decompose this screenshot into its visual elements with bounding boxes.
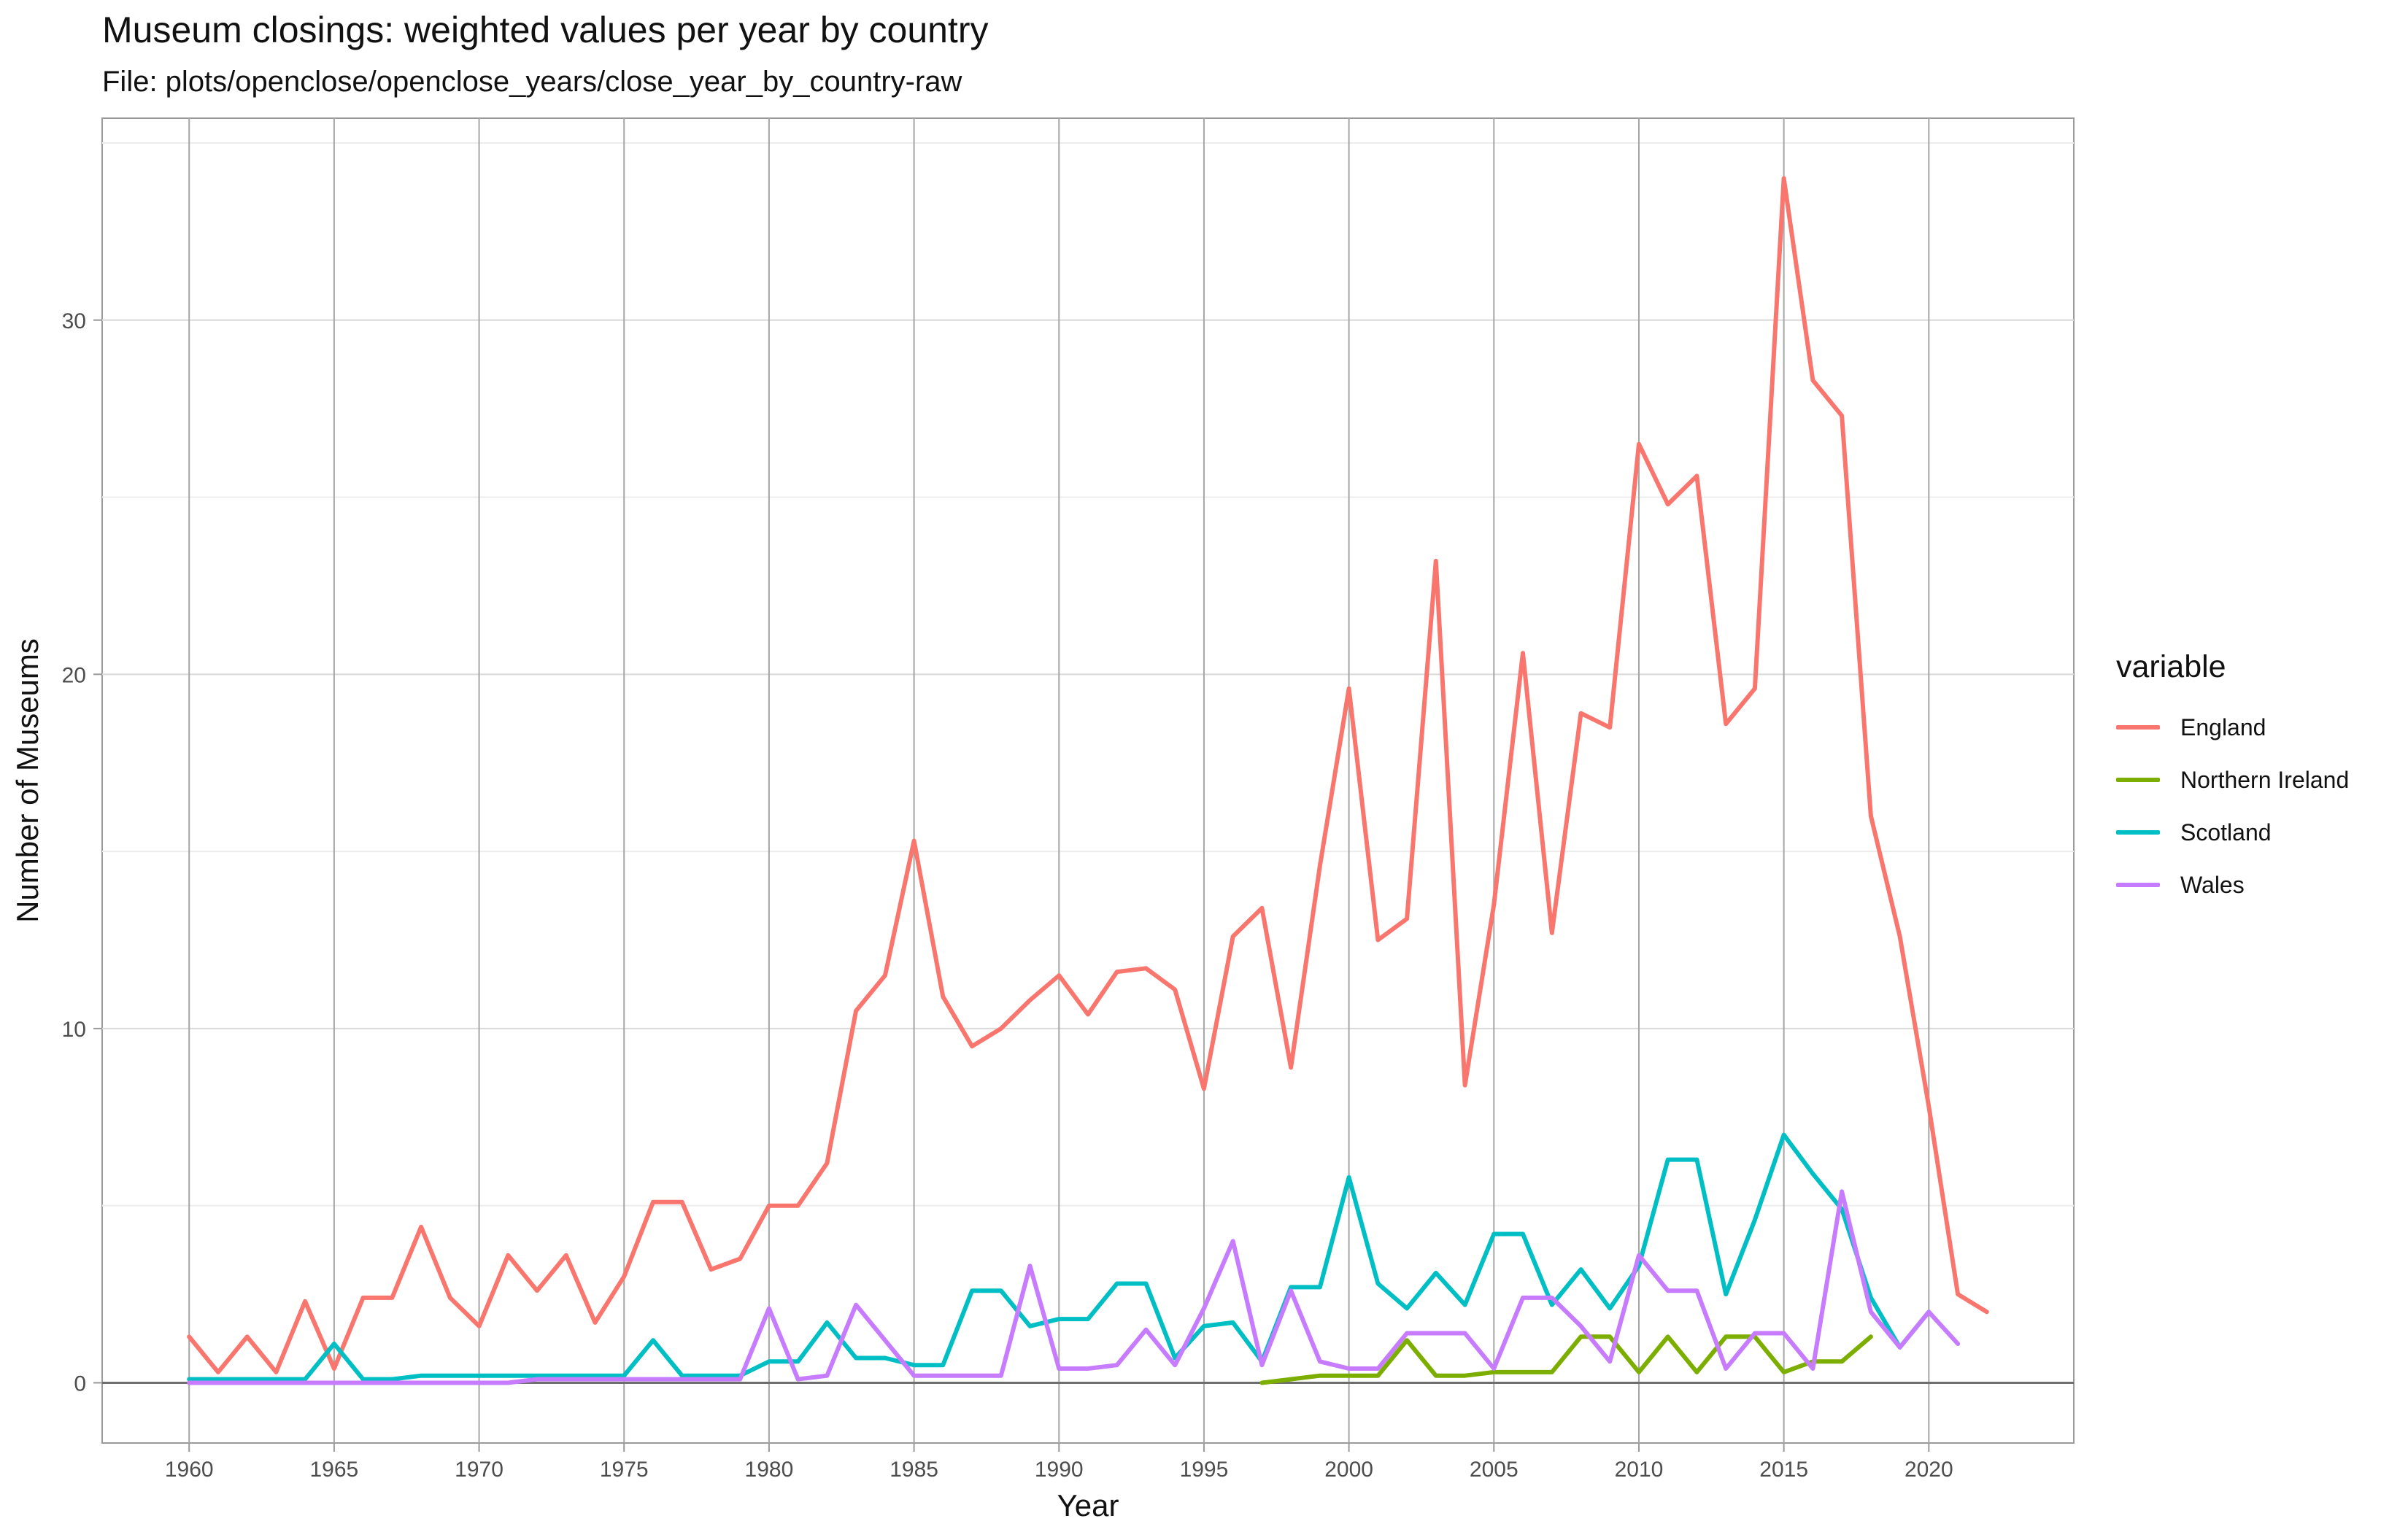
x-tick-label: 1985: [890, 1458, 938, 1482]
legend-label-england: England: [2180, 713, 2266, 740]
series-line-scotland: [187, 1132, 1932, 1382]
series-line-northern-ireland: [1259, 1334, 1873, 1385]
x-axis-label: Year: [1057, 1488, 1119, 1523]
x-tick-label: 1990: [1035, 1458, 1084, 1482]
legend-swatch-wales: [2116, 883, 2160, 887]
legend-item-england: England: [2116, 701, 2349, 754]
legend-items: England Northern Ireland Scotland Wales: [2116, 701, 2349, 911]
chart-title: Museum closings: weighted values per yea…: [102, 9, 989, 50]
y-tick-label: 30: [62, 309, 86, 333]
plot-panel: [101, 117, 2075, 1444]
x-tick-label: 2010: [1615, 1458, 1664, 1482]
series-line-wales: [187, 1189, 1961, 1385]
x-tick-label: 1975: [600, 1458, 649, 1482]
x-tick-label: 1970: [455, 1458, 503, 1482]
series-line-england: [187, 176, 1989, 1374]
x-tick-label: 1960: [165, 1458, 214, 1482]
legend-item-scotland: Scotland: [2116, 806, 2349, 859]
y-tick-label: 10: [62, 1018, 86, 1042]
y-tick-label: 0: [74, 1372, 86, 1396]
x-tick-label: 1995: [1180, 1458, 1229, 1482]
x-tick-label: 2005: [1470, 1458, 1518, 1482]
x-tick-label: 1965: [310, 1458, 359, 1482]
legend-label-wales: Wales: [2180, 871, 2245, 898]
legend-swatch-northern-ireland: [2116, 778, 2160, 782]
legend-swatch-england: [2116, 725, 2160, 730]
grid: [102, 118, 2074, 1443]
chart-subtitle: File: plots/openclose/openclose_years/cl…: [102, 66, 962, 98]
legend-item-wales: Wales: [2116, 859, 2349, 911]
x-tick-label: 2015: [1759, 1458, 1808, 1482]
y-tick-label: 20: [62, 663, 86, 687]
legend-item-northern-ireland: Northern Ireland: [2116, 754, 2349, 806]
x-tick-label: 2020: [1905, 1458, 1953, 1482]
legend-swatch-scotland: [2116, 830, 2160, 835]
x-tick-label: 2000: [1324, 1458, 1373, 1482]
series-lines: [187, 176, 1989, 1385]
y-axis-label: Number of Museums: [10, 638, 45, 923]
x-tick-label: 1980: [745, 1458, 794, 1482]
axes: 1960 1965 1970 1975 1980 1985 1990 1995 2000 2005…: [62, 309, 1953, 1482]
legend-label-northern-ireland: Northern Ireland: [2180, 766, 2350, 793]
legend-title: variable: [2116, 649, 2226, 684]
legend-label-scotland: Scotland: [2180, 819, 2272, 846]
legend: variable England Northern Ireland Scotland…: [2116, 649, 2349, 911]
